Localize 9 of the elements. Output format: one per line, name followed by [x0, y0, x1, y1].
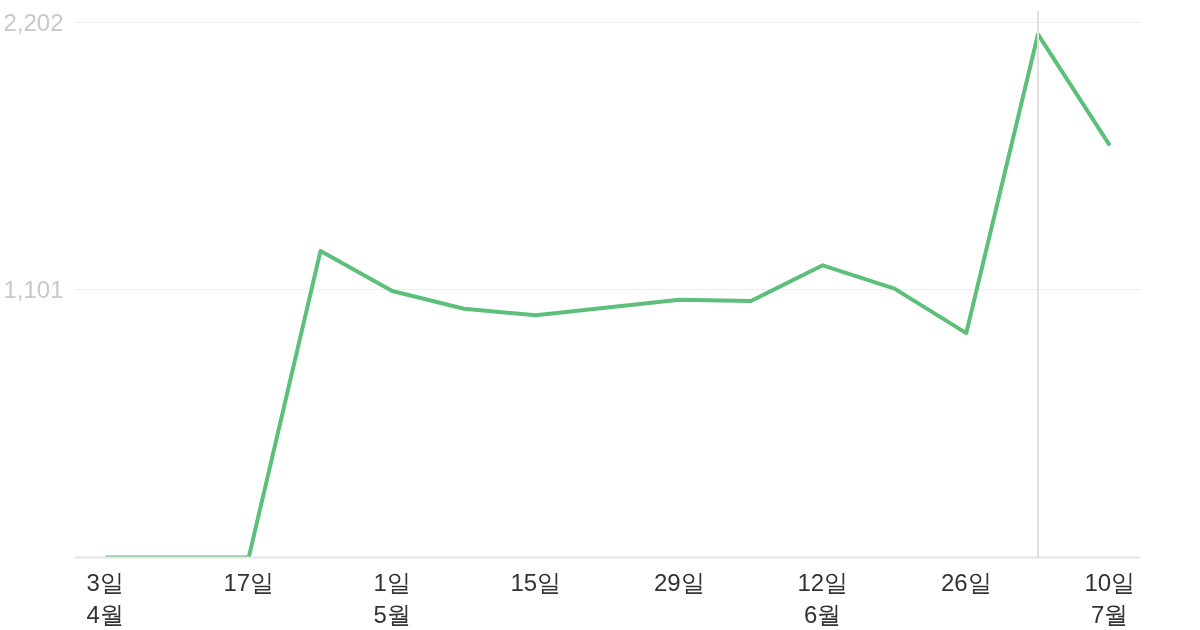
- x-tick-label: 3일 4월: [86, 568, 124, 628]
- x-tick-label: 10일 7월: [1084, 568, 1136, 628]
- x-tick-label: 26일: [940, 568, 992, 596]
- x-tick-label: 12일 6월: [797, 568, 849, 628]
- x-tick-label: 17일: [223, 568, 275, 596]
- x-tick-label: 1일 5월: [373, 568, 411, 628]
- x-tick-label: 15일: [510, 568, 562, 596]
- x-tick-label: 29일: [653, 568, 705, 596]
- line-series: [103, 32, 1112, 558]
